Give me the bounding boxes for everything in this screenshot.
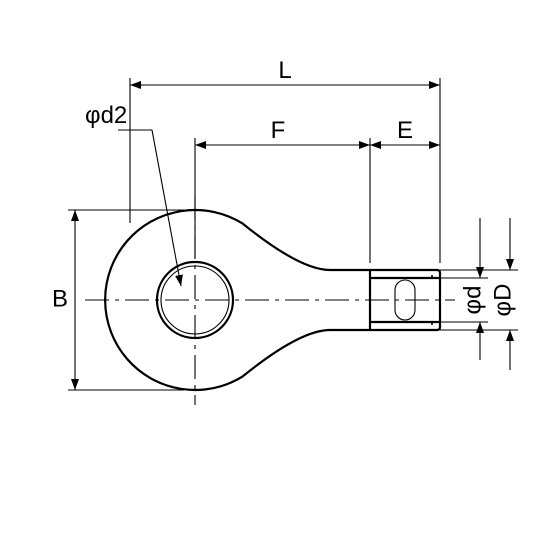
- dimension-phi-d2: [118, 130, 181, 286]
- label-B: B: [52, 285, 68, 312]
- label-phi-d: φd: [459, 286, 486, 315]
- dimension-F: [195, 138, 370, 263]
- label-F: F: [271, 117, 286, 144]
- label-phi-D: φD: [489, 284, 516, 317]
- label-phi-d2: φd2: [85, 102, 127, 129]
- label-L: L: [278, 57, 291, 84]
- centerlines: [85, 195, 455, 405]
- dimension-L: [130, 78, 440, 263]
- label-E: E: [397, 117, 413, 144]
